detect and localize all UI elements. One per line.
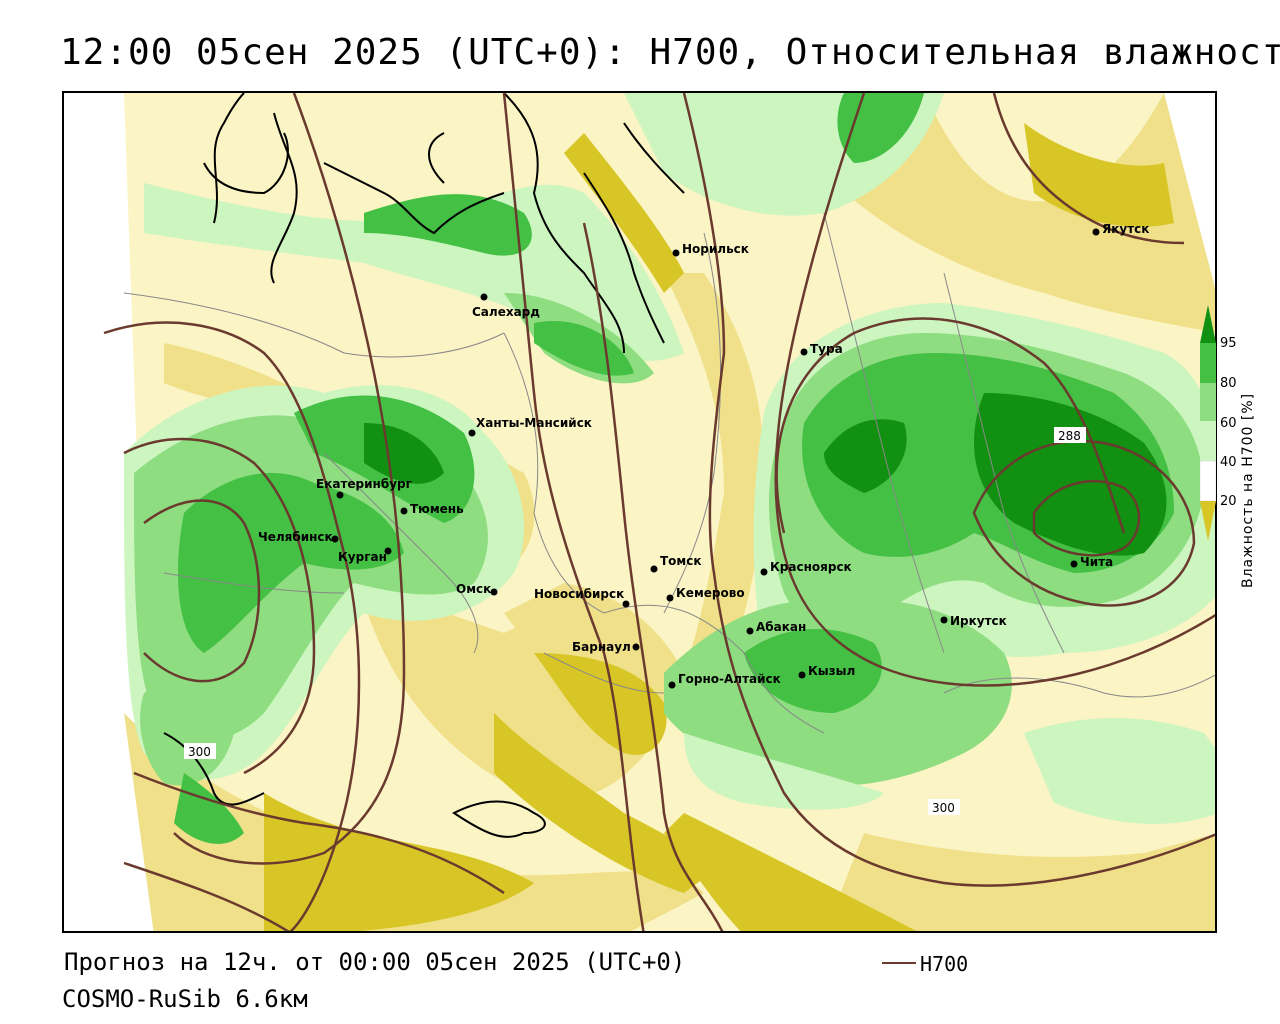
weather-map: 288 300 300 Якутск Норильск Салехард Тур… (62, 91, 1217, 933)
city-marker (666, 594, 674, 602)
contour-line (173, 93, 406, 865)
contour-line (133, 771, 505, 895)
city-marker (798, 671, 806, 679)
contour-line (502, 93, 645, 931)
contour-line (774, 93, 1215, 687)
city-label: Красноярск (770, 560, 852, 574)
city-label: Челябинск (258, 530, 333, 544)
city-label: Тюмень (410, 502, 464, 516)
contour-line (123, 861, 290, 931)
city-label: Горно-Алтайск (678, 672, 781, 686)
city-label: Курган (338, 550, 387, 564)
city-label: Томск (660, 554, 702, 568)
city-label: Омск (456, 582, 491, 596)
city-marker (336, 491, 344, 499)
humidity-colorbar (1200, 305, 1216, 541)
city-marker (746, 627, 754, 635)
city-label: Салехард (472, 305, 540, 319)
contour-line (682, 93, 1215, 887)
contour-line (972, 439, 1196, 607)
city-marker (632, 643, 640, 651)
map-title: 12:00 05сен 2025 (UTC+0): H700, Относите… (60, 32, 1280, 73)
contour-legend-label: H700 (920, 952, 969, 976)
colorbar-tick: 40 (1220, 455, 1237, 470)
map-canvas: 288 300 300 Якутск Норильск Салехард Тур… (64, 93, 1215, 931)
city-marker (622, 600, 630, 608)
contour-legend-swatch (882, 962, 916, 964)
city-marker (468, 429, 476, 437)
city-marker (940, 616, 948, 624)
cities: Якутск Норильск Салехард Тура Ханты-Манс… (258, 222, 1149, 689)
colorbar-tick: 95 (1220, 336, 1237, 351)
h700-contours (103, 93, 1215, 931)
city-marker (480, 293, 488, 301)
contour-labels: 288 300 300 (184, 427, 1086, 815)
city-label: Кызыл (808, 664, 855, 678)
model-name: COSMO-RuSib 6.6км (62, 985, 308, 1013)
city-label: Кемерово (676, 586, 745, 600)
city-label: Иркутск (950, 614, 1007, 628)
city-marker (800, 348, 808, 356)
contour-line (992, 93, 1185, 245)
city-marker (760, 568, 768, 576)
city-label: Абакан (756, 620, 806, 634)
city-marker (1070, 560, 1078, 568)
city-marker (668, 681, 676, 689)
forecast-info: Прогноз на 12ч. от 00:00 05сен 2025 (UTC… (64, 948, 686, 976)
city-label: Барнаул (572, 640, 631, 654)
contour-line (103, 321, 361, 931)
city-label: Тура (810, 342, 843, 356)
city-label: Норильск (682, 242, 749, 256)
contour-line (143, 499, 261, 683)
city-label: Ханты-Мансийск (476, 416, 592, 430)
city-marker (672, 249, 680, 257)
contour-line (582, 222, 724, 931)
city-marker (650, 565, 658, 573)
city-marker (400, 507, 408, 515)
city-marker (384, 547, 392, 555)
contour-label: 300 (932, 801, 955, 815)
city-label: Якутск (1102, 222, 1149, 236)
contour-line (123, 437, 316, 775)
contour-line (775, 317, 1126, 534)
colorbar-tick: 80 (1220, 376, 1237, 391)
coastlines (163, 93, 685, 838)
city-label: Екатеринбург (316, 477, 412, 491)
colorbar-title: Влажность на H700 [%] (1240, 392, 1256, 588)
city-label: Чита (1080, 555, 1113, 569)
colorbar-tick: 60 (1220, 416, 1237, 431)
admin-borders (123, 212, 1215, 734)
moist-areas (124, 93, 1215, 844)
contour-line (1032, 479, 1141, 557)
city-marker (331, 535, 339, 543)
city-label: Новосибирск (534, 587, 624, 601)
contour-label: 300 (188, 745, 211, 759)
city-marker (1092, 228, 1100, 236)
colorbar-tick: 20 (1220, 494, 1237, 509)
contour-label: 288 (1058, 429, 1081, 443)
city-marker (490, 588, 498, 596)
